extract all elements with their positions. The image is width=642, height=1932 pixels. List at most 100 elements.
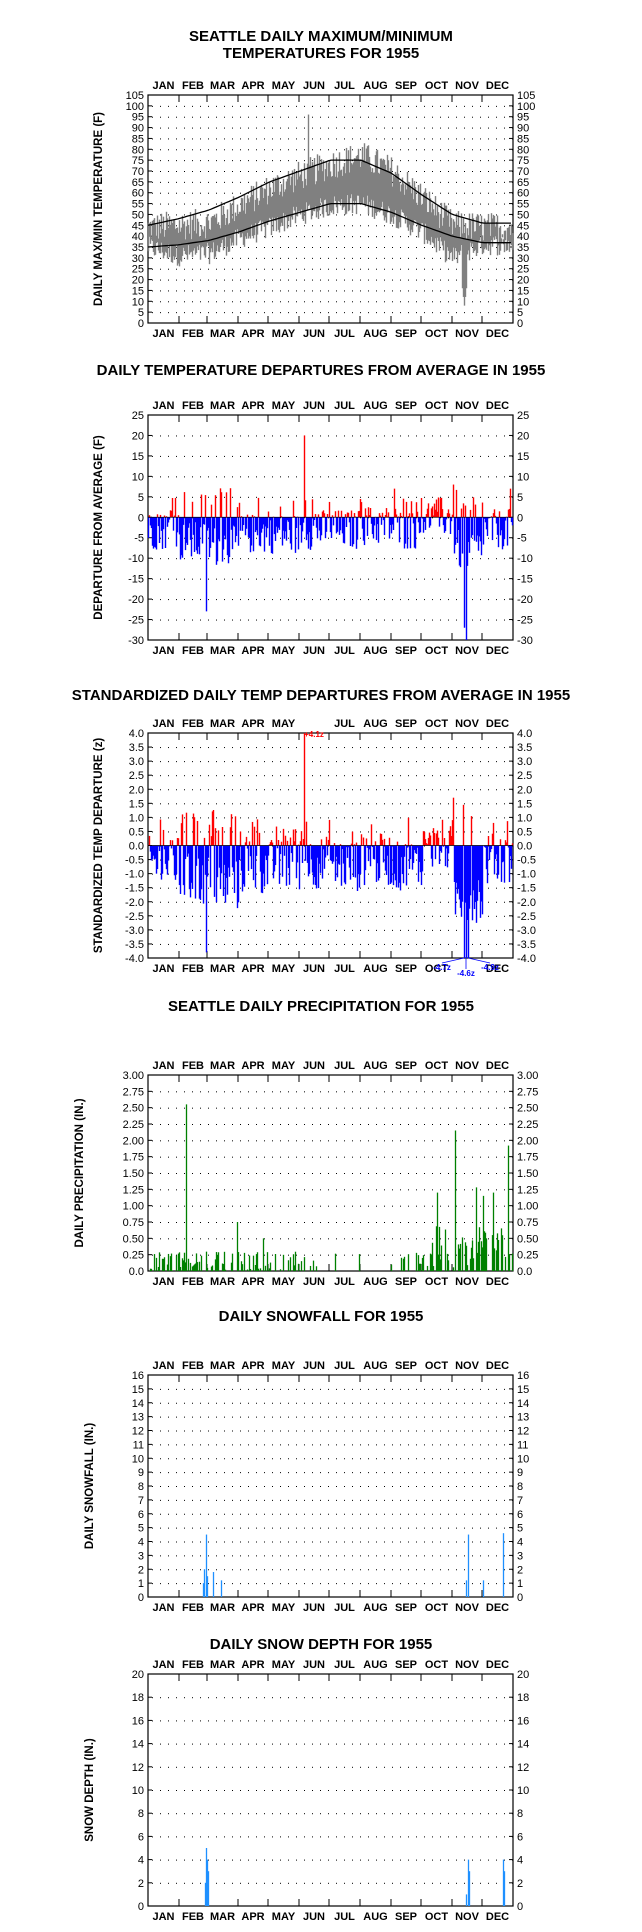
grid-dot: [176, 105, 177, 107]
grid-dot: [256, 761, 257, 763]
grid-dot: [344, 1527, 345, 1529]
grid-dot: [264, 558, 265, 560]
grid-dot: [384, 301, 385, 303]
grid-dot: [384, 290, 385, 292]
grid-dot: [448, 775, 449, 777]
grid-dot: [248, 1402, 249, 1404]
grid-dot: [160, 943, 161, 945]
grid-dot: [232, 138, 233, 140]
grid-dot: [400, 290, 401, 292]
grid-dot: [392, 435, 393, 437]
grid-dot: [200, 1238, 201, 1240]
grid-dot: [416, 1569, 417, 1571]
grid-dot: [360, 247, 361, 248]
grid-dot: [168, 312, 169, 314]
grid-dot: [304, 1430, 305, 1432]
grid-dot: [488, 127, 489, 129]
month-label-bottom: MAR: [210, 328, 235, 340]
grid-dot: [200, 1156, 201, 1158]
grid-dot: [368, 1388, 369, 1390]
grid-dot: [496, 1513, 497, 1515]
grid-dot: [328, 761, 329, 763]
grid-dot: [432, 181, 433, 183]
grid-dot: [176, 1091, 177, 1093]
grid-dot: [176, 1541, 177, 1543]
grid-dot: [376, 105, 377, 107]
grid-dot: [272, 257, 273, 259]
grid-dot: [248, 1222, 249, 1223]
grid-dot: [320, 455, 321, 457]
grid-dot: [472, 1499, 473, 1501]
grid-dot: [336, 887, 337, 889]
grid-dot: [496, 257, 497, 259]
grid-dot: [376, 887, 377, 889]
grid-dot: [176, 455, 177, 457]
grid-dot: [504, 149, 505, 151]
grid-dot: [360, 127, 361, 129]
grid-dot: [360, 301, 361, 303]
grid-dot: [232, 943, 233, 945]
grid-dot: [392, 149, 393, 151]
grid-dot: [280, 537, 281, 539]
grid-dot: [152, 578, 153, 580]
grid-dot: [448, 1513, 449, 1515]
grid-dot: [160, 312, 161, 314]
grid-dot: [352, 887, 353, 889]
grid-dot: [408, 247, 409, 248]
grid-dot: [256, 1402, 257, 1404]
grid-dot: [312, 312, 313, 314]
grid-dot: [472, 1402, 473, 1404]
grid-dot: [176, 1156, 177, 1158]
plot-frame: [147, 1074, 514, 1272]
grid-dot: [288, 558, 289, 560]
grid-dot: [256, 1388, 257, 1390]
grid-dot: [512, 1140, 513, 1142]
grid-dot: [432, 1527, 433, 1529]
grid-dot: [280, 859, 281, 861]
grid-dot: [480, 1173, 481, 1174]
grid-dot: [424, 1569, 425, 1571]
grid-dot: [160, 1140, 161, 1142]
grid-dot: [416, 887, 417, 889]
grid-dot: [408, 1173, 409, 1174]
grid-dot: [376, 1416, 377, 1418]
grid-dot: [416, 1444, 417, 1446]
grid-dot: [472, 1173, 473, 1174]
grid-dot: [376, 1189, 377, 1191]
grid-dot: [408, 1091, 409, 1093]
grid-dot: [456, 1486, 457, 1487]
grid-dot: [336, 138, 337, 140]
grid-dot: [368, 1458, 369, 1460]
grid-dot: [216, 1173, 217, 1174]
grid-dot: [480, 1402, 481, 1404]
grid-dot: [176, 225, 177, 227]
grid-dot: [320, 1238, 321, 1240]
grid-dot: [400, 929, 401, 931]
grid-dot: [360, 1527, 361, 1529]
grid-dot: [440, 301, 441, 303]
grid-dot: [312, 279, 313, 281]
grid-dot: [328, 268, 329, 270]
grid-dot: [392, 257, 393, 259]
grid-dot: [320, 496, 321, 498]
grid-dot: [392, 929, 393, 931]
grid-dot: [368, 817, 369, 819]
grid-dot: [280, 901, 281, 903]
grid-dot: [224, 247, 225, 248]
grid-dot: [296, 1583, 297, 1585]
grid-dot: [376, 761, 377, 763]
grid-dot: [432, 943, 433, 945]
y-tick-label-right: 55: [517, 199, 529, 211]
grid-dot: [392, 873, 393, 875]
month-label-top: NOV: [455, 80, 480, 92]
grid-dot: [272, 1472, 273, 1474]
grid-dot: [344, 268, 345, 270]
grid-dot: [248, 160, 249, 162]
grid-dot: [352, 435, 353, 437]
grid-dot: [232, 1238, 233, 1240]
grid-dot: [256, 887, 257, 889]
month-label-bottom: DEC: [486, 1276, 509, 1288]
grid-dot: [488, 312, 489, 314]
grid-dot: [424, 803, 425, 805]
grid-dot: [176, 578, 177, 580]
